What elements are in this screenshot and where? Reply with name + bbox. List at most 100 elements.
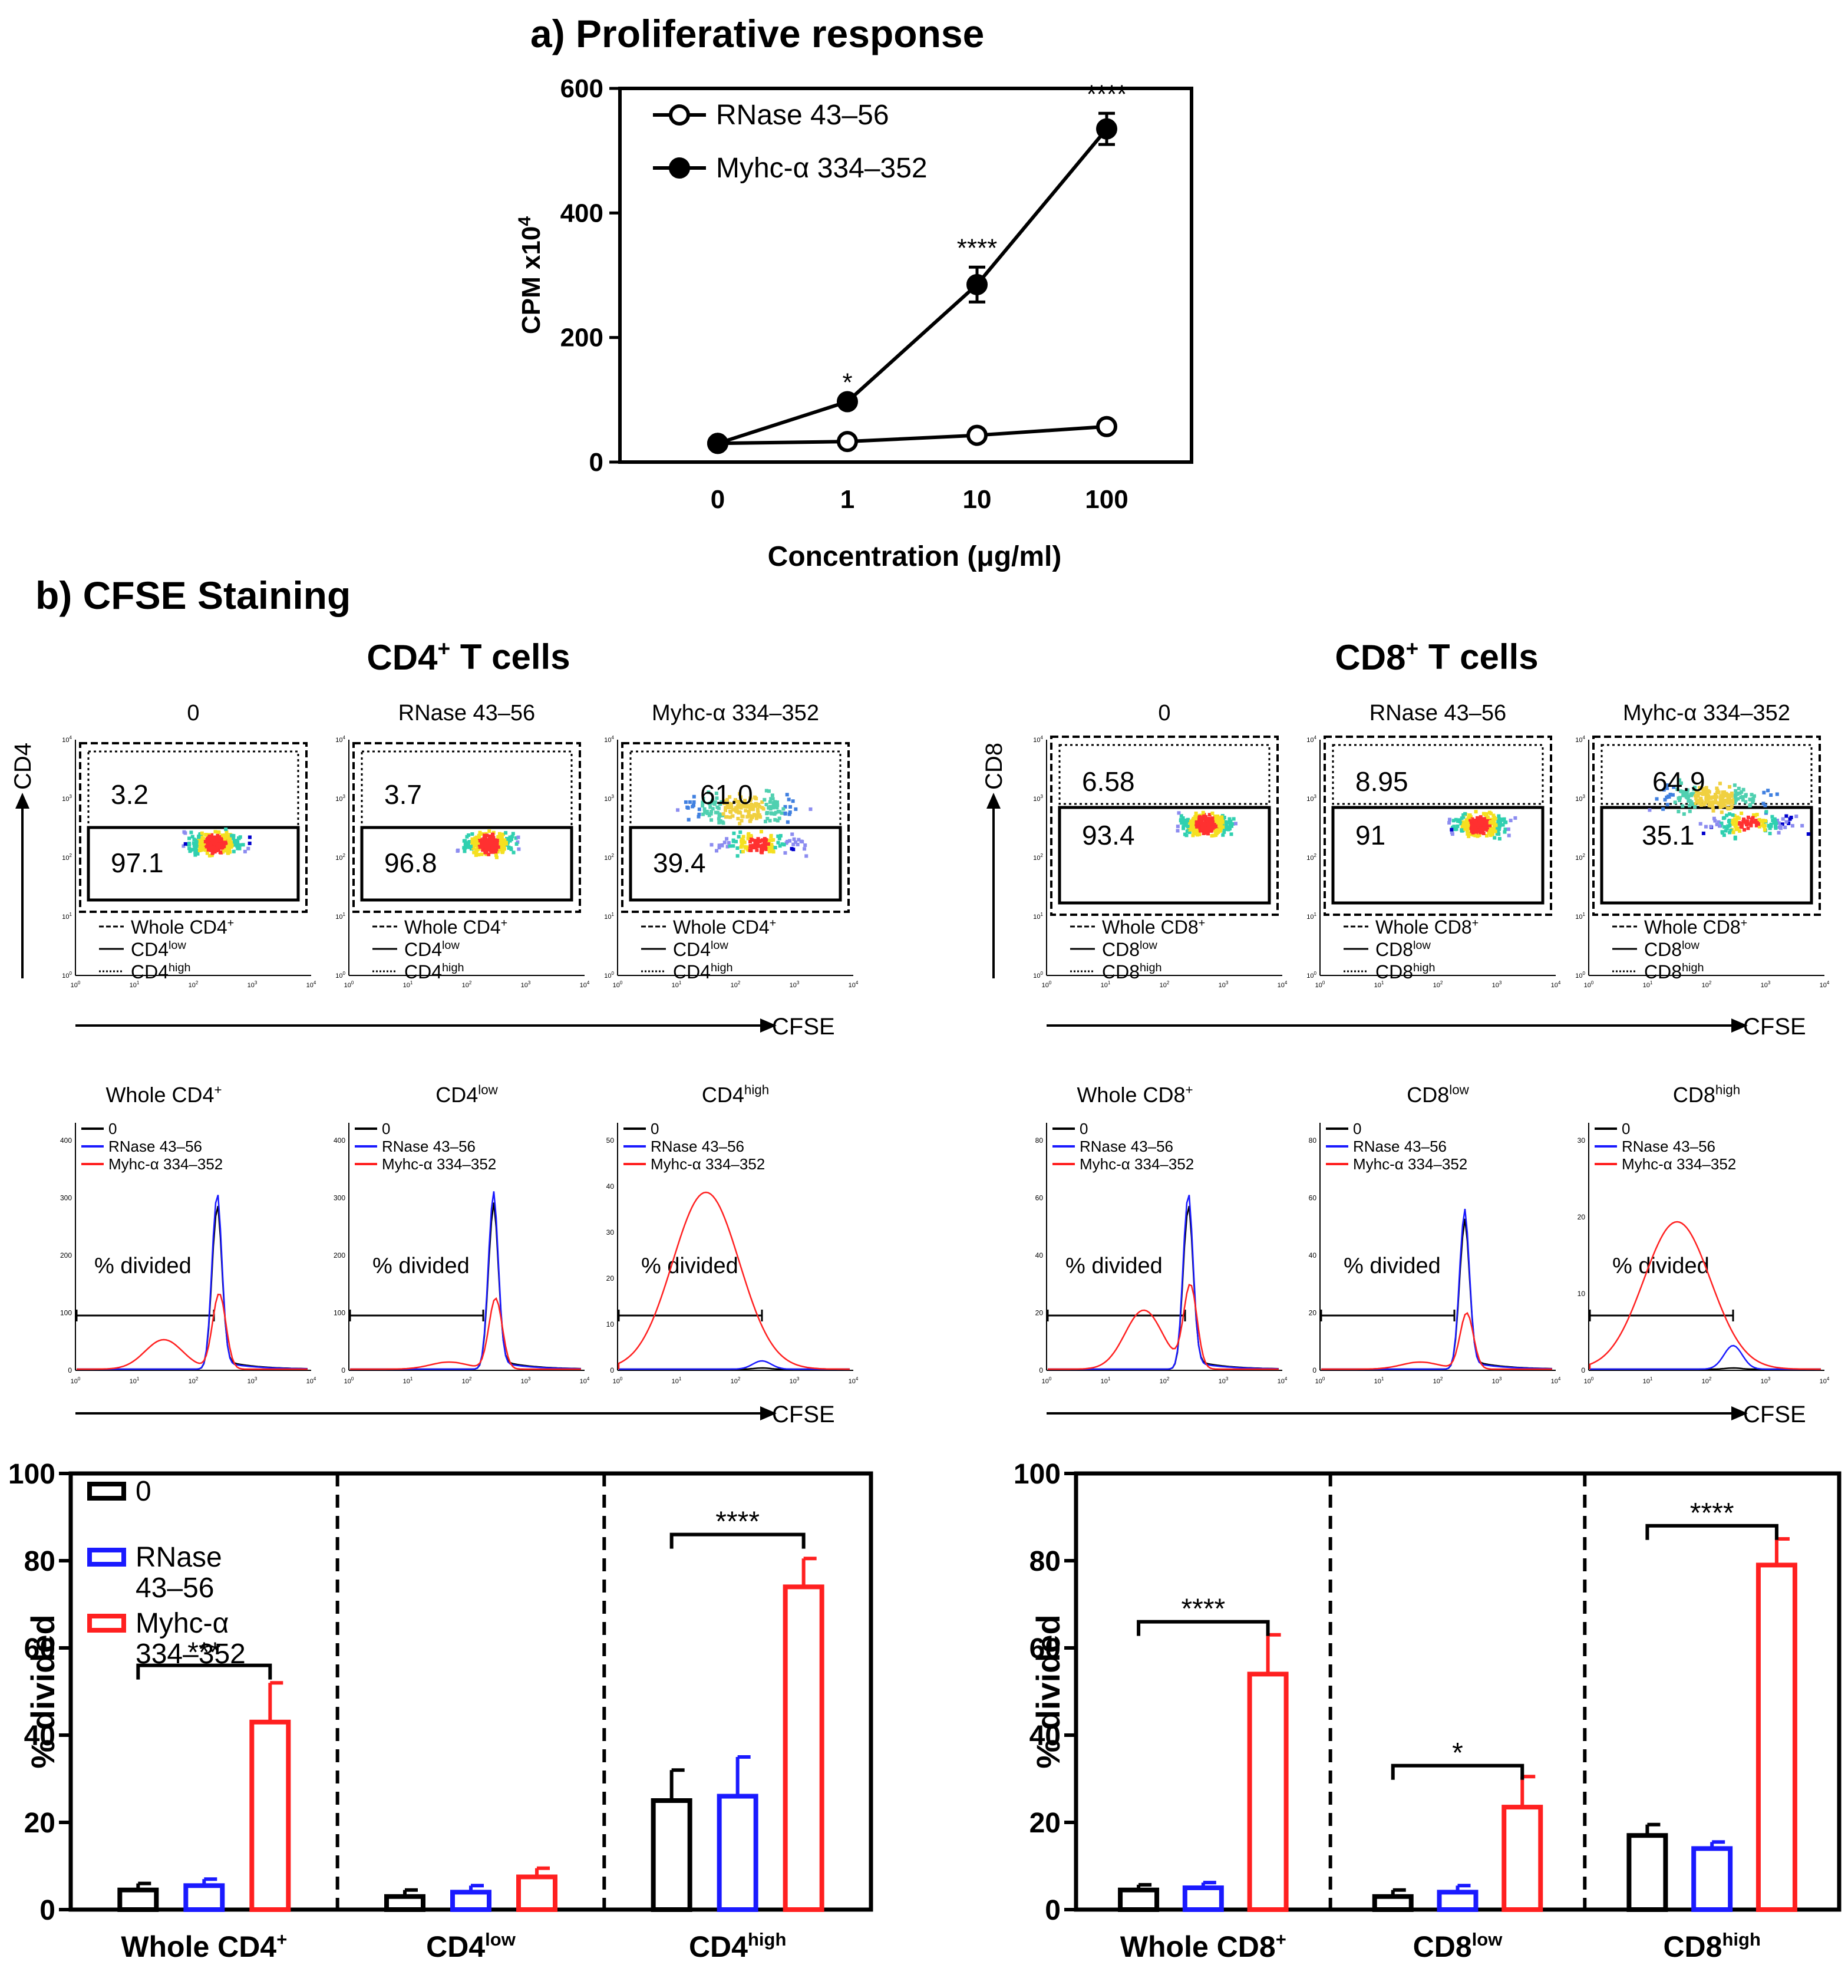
event-dot [1727, 800, 1731, 805]
group-title: CD8+ T cells [1335, 636, 1538, 677]
bar-category-label: Whole CD8+ [1120, 1929, 1286, 1963]
event-dot [214, 836, 218, 840]
bar-plot-frame [1074, 1471, 1842, 1912]
event-dot [1787, 821, 1791, 825]
event-dot [1462, 822, 1466, 826]
event-dot [1488, 829, 1492, 833]
event-dot [1194, 827, 1199, 832]
event-dot [1218, 829, 1222, 833]
event-dot [1751, 798, 1755, 802]
event-dot [1752, 794, 1756, 798]
event-dot [1679, 781, 1683, 785]
event-dot [199, 838, 203, 842]
event-dot [1220, 821, 1224, 825]
hist-x-tick: 100 [71, 1376, 81, 1385]
significance-stars: * [842, 368, 852, 397]
event-dot [697, 812, 701, 816]
event-dot [1730, 793, 1734, 797]
event-dot [468, 845, 473, 849]
event-dot [1762, 825, 1766, 829]
event-dot [192, 843, 196, 848]
event-dot [776, 834, 780, 838]
event-dot [1482, 824, 1486, 828]
event-dot [1192, 829, 1196, 833]
event-dot [466, 841, 470, 845]
event-dot [1466, 832, 1470, 836]
event-dot [718, 802, 722, 806]
event-dot [685, 805, 689, 809]
hist-y-tick: 50 [606, 1136, 615, 1145]
hist-x-tick: 101 [1643, 1376, 1653, 1385]
dotplot-y-tick: 104 [1033, 735, 1043, 744]
event-dot [1685, 788, 1689, 792]
event-dot [1222, 830, 1226, 834]
gate-value-low: 96.8 [384, 848, 437, 878]
event-dot [1509, 819, 1513, 823]
event-dot [1748, 804, 1752, 808]
event-dot [227, 835, 232, 839]
event-dot [1474, 825, 1479, 829]
event-dot [749, 834, 753, 838]
event-dot [688, 800, 692, 804]
event-dot [474, 853, 478, 857]
event-dot [200, 841, 204, 845]
event-dot [224, 827, 228, 831]
x-tick-label: 10 [963, 485, 992, 514]
event-dot [187, 846, 192, 850]
event-dot [1491, 813, 1496, 817]
event-dot [728, 809, 732, 813]
event-dot [773, 846, 777, 850]
event-dot [484, 843, 488, 847]
event-dot [745, 805, 750, 809]
event-dot [463, 846, 467, 850]
event-dot [1729, 806, 1733, 810]
event-dot [770, 843, 774, 847]
dotplot-y-tick: 104 [604, 735, 614, 744]
dotplot-x-tick: 103 [1761, 980, 1771, 989]
event-dot [194, 844, 199, 848]
gate-high [361, 750, 573, 828]
event-dot [485, 833, 489, 838]
event-dot [1777, 830, 1781, 835]
event-dot [741, 839, 745, 843]
event-dot [791, 799, 795, 803]
hist-y-tick: 0 [610, 1366, 614, 1374]
event-dot [732, 831, 736, 835]
event-dot [232, 834, 236, 838]
event-dot [1232, 817, 1236, 821]
event-dot [1757, 825, 1761, 829]
event-dot [215, 845, 219, 849]
event-dot [1701, 831, 1705, 835]
event-dot [1780, 822, 1784, 826]
event-dot [232, 836, 236, 840]
event-dot [1733, 835, 1737, 839]
event-dot [1721, 816, 1725, 820]
event-dot [213, 842, 217, 846]
event-dot [1731, 813, 1735, 817]
gate-value-high: 3.7 [384, 779, 422, 810]
event-dot [1720, 822, 1724, 826]
y-tick-label: 600 [560, 74, 603, 103]
dotplot-x-tick: 100 [1042, 980, 1052, 989]
event-dot [1190, 822, 1194, 826]
hist-curve-myhc [350, 1297, 581, 1370]
event-dot [213, 830, 217, 834]
event-dot [781, 807, 786, 811]
event-dot [209, 838, 213, 842]
hist-title: CD8low [1407, 1082, 1469, 1107]
gate-value-high: 6.58 [1082, 766, 1135, 797]
gate-high [629, 750, 842, 828]
hist-x-tick: 103 [790, 1376, 800, 1385]
event-dot [1677, 810, 1681, 814]
event-dot [738, 822, 742, 826]
event-dot [1497, 826, 1502, 830]
gate-low [87, 826, 300, 902]
event-dot [1743, 827, 1747, 832]
event-dot [755, 807, 760, 811]
event-dot [1217, 817, 1221, 821]
hist-x-tick: 104 [1551, 1376, 1561, 1385]
event-dot [737, 802, 741, 806]
event-dot [1497, 837, 1502, 841]
event-dot [1711, 809, 1715, 813]
legend-marker [669, 157, 690, 179]
